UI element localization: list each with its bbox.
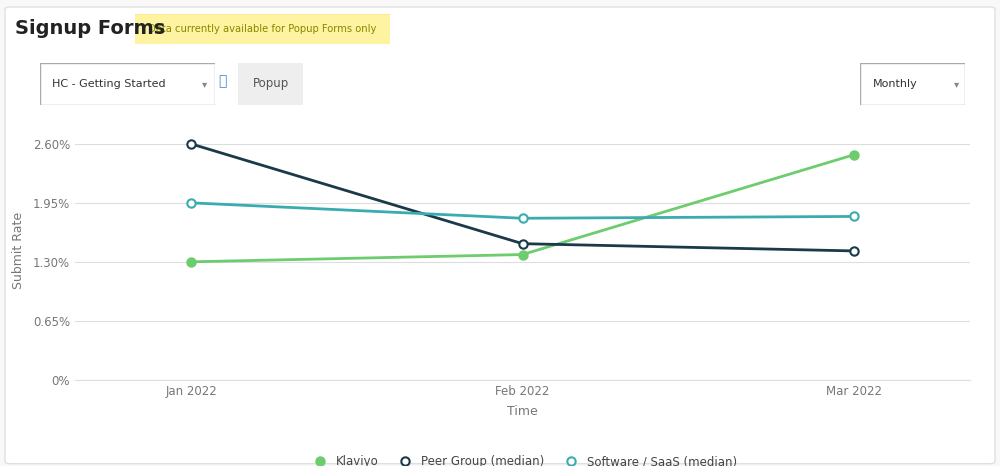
FancyBboxPatch shape <box>115 14 409 45</box>
Text: ▾: ▾ <box>202 79 207 89</box>
Text: ▾: ▾ <box>954 79 959 89</box>
Text: ⎋: ⎋ <box>218 75 226 89</box>
Text: Monthly: Monthly <box>873 79 917 89</box>
Text: Signup Forms: Signup Forms <box>15 19 165 38</box>
FancyBboxPatch shape <box>860 63 965 105</box>
Text: HC - Getting Started: HC - Getting Started <box>52 79 166 89</box>
Text: Data currently available for Popup Forms only: Data currently available for Popup Forms… <box>148 24 377 34</box>
Legend: Klaviyo, Peer Group (median), Software / SaaS (median): Klaviyo, Peer Group (median), Software /… <box>303 450 742 466</box>
Text: Popup: Popup <box>252 77 289 90</box>
FancyBboxPatch shape <box>40 63 215 105</box>
X-axis label: Time: Time <box>507 404 538 418</box>
Y-axis label: Submit Rate: Submit Rate <box>12 212 25 289</box>
FancyBboxPatch shape <box>233 60 308 108</box>
